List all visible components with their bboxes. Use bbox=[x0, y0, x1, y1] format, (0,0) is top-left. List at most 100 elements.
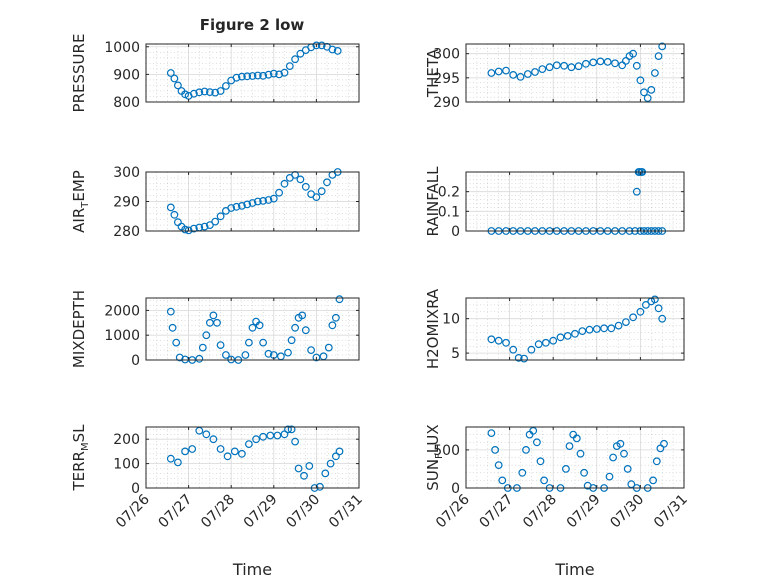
data-point bbox=[640, 88, 648, 97]
axes-background bbox=[145, 426, 360, 489]
data-point bbox=[536, 457, 545, 466]
data-point bbox=[332, 313, 340, 322]
data-point bbox=[552, 61, 561, 70]
data-points bbox=[487, 42, 667, 102]
data-point bbox=[516, 72, 525, 81]
data-point bbox=[198, 343, 207, 352]
y-tick-label: 0 bbox=[131, 481, 140, 497]
data-point bbox=[533, 438, 541, 447]
data-point bbox=[643, 94, 652, 102]
data-point bbox=[620, 449, 628, 458]
data-point bbox=[585, 325, 594, 334]
data-point bbox=[209, 311, 218, 320]
data-point bbox=[259, 432, 268, 441]
data-point bbox=[651, 69, 659, 77]
data-point bbox=[205, 221, 214, 230]
data-point bbox=[259, 196, 268, 205]
data-point bbox=[232, 202, 241, 211]
data-point bbox=[632, 61, 641, 70]
data-point bbox=[580, 468, 588, 477]
data-point bbox=[211, 88, 220, 97]
data-point bbox=[291, 437, 300, 446]
data-point bbox=[202, 331, 211, 340]
data-point bbox=[335, 295, 344, 304]
x-axis-label: Time bbox=[554, 560, 594, 579]
y-axis-label: MIXDEPTH bbox=[70, 290, 88, 368]
y-tick-label: 0 bbox=[451, 481, 460, 497]
data-point bbox=[321, 469, 330, 478]
data-point bbox=[611, 59, 619, 68]
data-point bbox=[184, 226, 193, 235]
data-point bbox=[333, 47, 342, 55]
data-point bbox=[264, 70, 273, 79]
data-point bbox=[556, 333, 565, 342]
y-tick-label: 290 bbox=[113, 195, 140, 211]
y-tick-label: 1000 bbox=[104, 40, 140, 56]
data-point bbox=[616, 439, 625, 448]
data-point bbox=[300, 471, 308, 480]
data-point bbox=[654, 304, 663, 313]
data-point bbox=[582, 59, 590, 68]
data-point bbox=[237, 201, 246, 210]
y-axis-label: H2OMIXRA bbox=[424, 288, 442, 369]
data-point bbox=[213, 318, 221, 327]
data-point bbox=[658, 314, 667, 323]
data-point bbox=[607, 324, 616, 333]
data-point bbox=[244, 338, 253, 347]
data-point bbox=[243, 200, 252, 209]
data-point bbox=[629, 49, 637, 58]
data-point bbox=[166, 307, 175, 316]
data-point bbox=[170, 74, 179, 83]
data-point bbox=[574, 62, 583, 71]
data-point bbox=[173, 458, 182, 467]
data-point bbox=[651, 295, 659, 304]
data-point bbox=[514, 354, 523, 362]
data-point bbox=[168, 323, 177, 332]
data-point bbox=[166, 203, 175, 212]
y-tick-label: 0 bbox=[451, 224, 460, 240]
data-point bbox=[291, 55, 300, 64]
y-tick-label: 290 bbox=[433, 95, 460, 111]
data-point bbox=[565, 442, 574, 451]
data-points bbox=[166, 41, 342, 100]
data-point bbox=[227, 204, 236, 212]
data-point bbox=[280, 68, 289, 77]
y-tick-label: 1000 bbox=[104, 328, 140, 344]
axes-frame bbox=[465, 297, 685, 361]
data-point bbox=[589, 58, 598, 67]
data-point bbox=[296, 49, 305, 58]
data-point bbox=[241, 351, 250, 359]
axes-frame bbox=[145, 43, 360, 103]
y-tick-label: 2000 bbox=[104, 303, 140, 319]
data-point bbox=[509, 345, 518, 354]
data-point bbox=[216, 212, 225, 221]
data-point bbox=[567, 63, 576, 72]
data-point bbox=[622, 318, 630, 327]
data-point bbox=[523, 70, 532, 78]
axes-frame bbox=[145, 297, 360, 361]
data-point bbox=[264, 349, 273, 358]
data-point bbox=[560, 61, 568, 70]
y-tick-label: 280 bbox=[113, 224, 140, 240]
data-point bbox=[248, 199, 257, 207]
data-point bbox=[200, 87, 209, 96]
data-point bbox=[534, 340, 543, 349]
data-point bbox=[285, 62, 294, 70]
data-point bbox=[487, 335, 496, 344]
axes-frame bbox=[145, 426, 360, 489]
data-point bbox=[494, 461, 503, 470]
data-point bbox=[596, 57, 605, 66]
data-point bbox=[592, 325, 601, 333]
y-tick-label: 295 bbox=[433, 71, 460, 87]
data-point bbox=[181, 447, 190, 456]
data-point bbox=[216, 445, 225, 453]
data-point bbox=[518, 468, 527, 477]
data-point bbox=[531, 68, 539, 76]
data-point bbox=[317, 41, 326, 50]
subplot-air-temp: 280 290 300 AIRTEMP bbox=[70, 165, 360, 240]
data-point bbox=[647, 85, 656, 94]
figure-title: Figure 2 low bbox=[200, 16, 305, 34]
